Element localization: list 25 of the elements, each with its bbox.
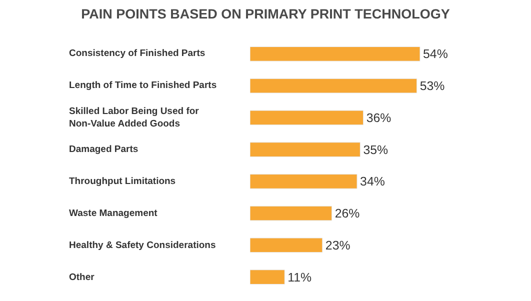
bar [250, 142, 360, 157]
bar [250, 78, 418, 94]
data-label: 23% [325, 238, 350, 252]
bar [250, 270, 285, 284]
data-label: 53% [420, 79, 445, 94]
data-label: 35% [363, 142, 388, 157]
y-tick-label: Skilled Labor Being Used for Non-Value Added Goods [69, 106, 200, 130]
data-label: 11% [288, 270, 312, 284]
bar [250, 46, 420, 62]
bar [250, 110, 364, 126]
data-label: 36% [366, 110, 392, 125]
y-tick-label: Throughput Limitations [69, 176, 176, 187]
y-tick-label: Damaged Parts [69, 144, 138, 155]
y-tick-label: Consistency of Finished Parts [69, 48, 206, 59]
bar [250, 206, 332, 221]
y-tick-label: Other [69, 272, 95, 283]
chart-title: PAIN POINTS BASED ON PRIMARY PRINT TECHNOLOGY [81, 6, 450, 22]
bar [250, 238, 323, 253]
y-tick-label: Length of Time to Finished Parts [69, 80, 217, 91]
data-label: 26% [334, 206, 360, 221]
data-label: 54% [423, 47, 448, 62]
y-tick-label: Waste Management [69, 208, 158, 219]
y-tick-label: Healthy & Safety Considerations [69, 240, 216, 251]
data-label: 34% [360, 174, 385, 189]
bar [250, 174, 358, 189]
